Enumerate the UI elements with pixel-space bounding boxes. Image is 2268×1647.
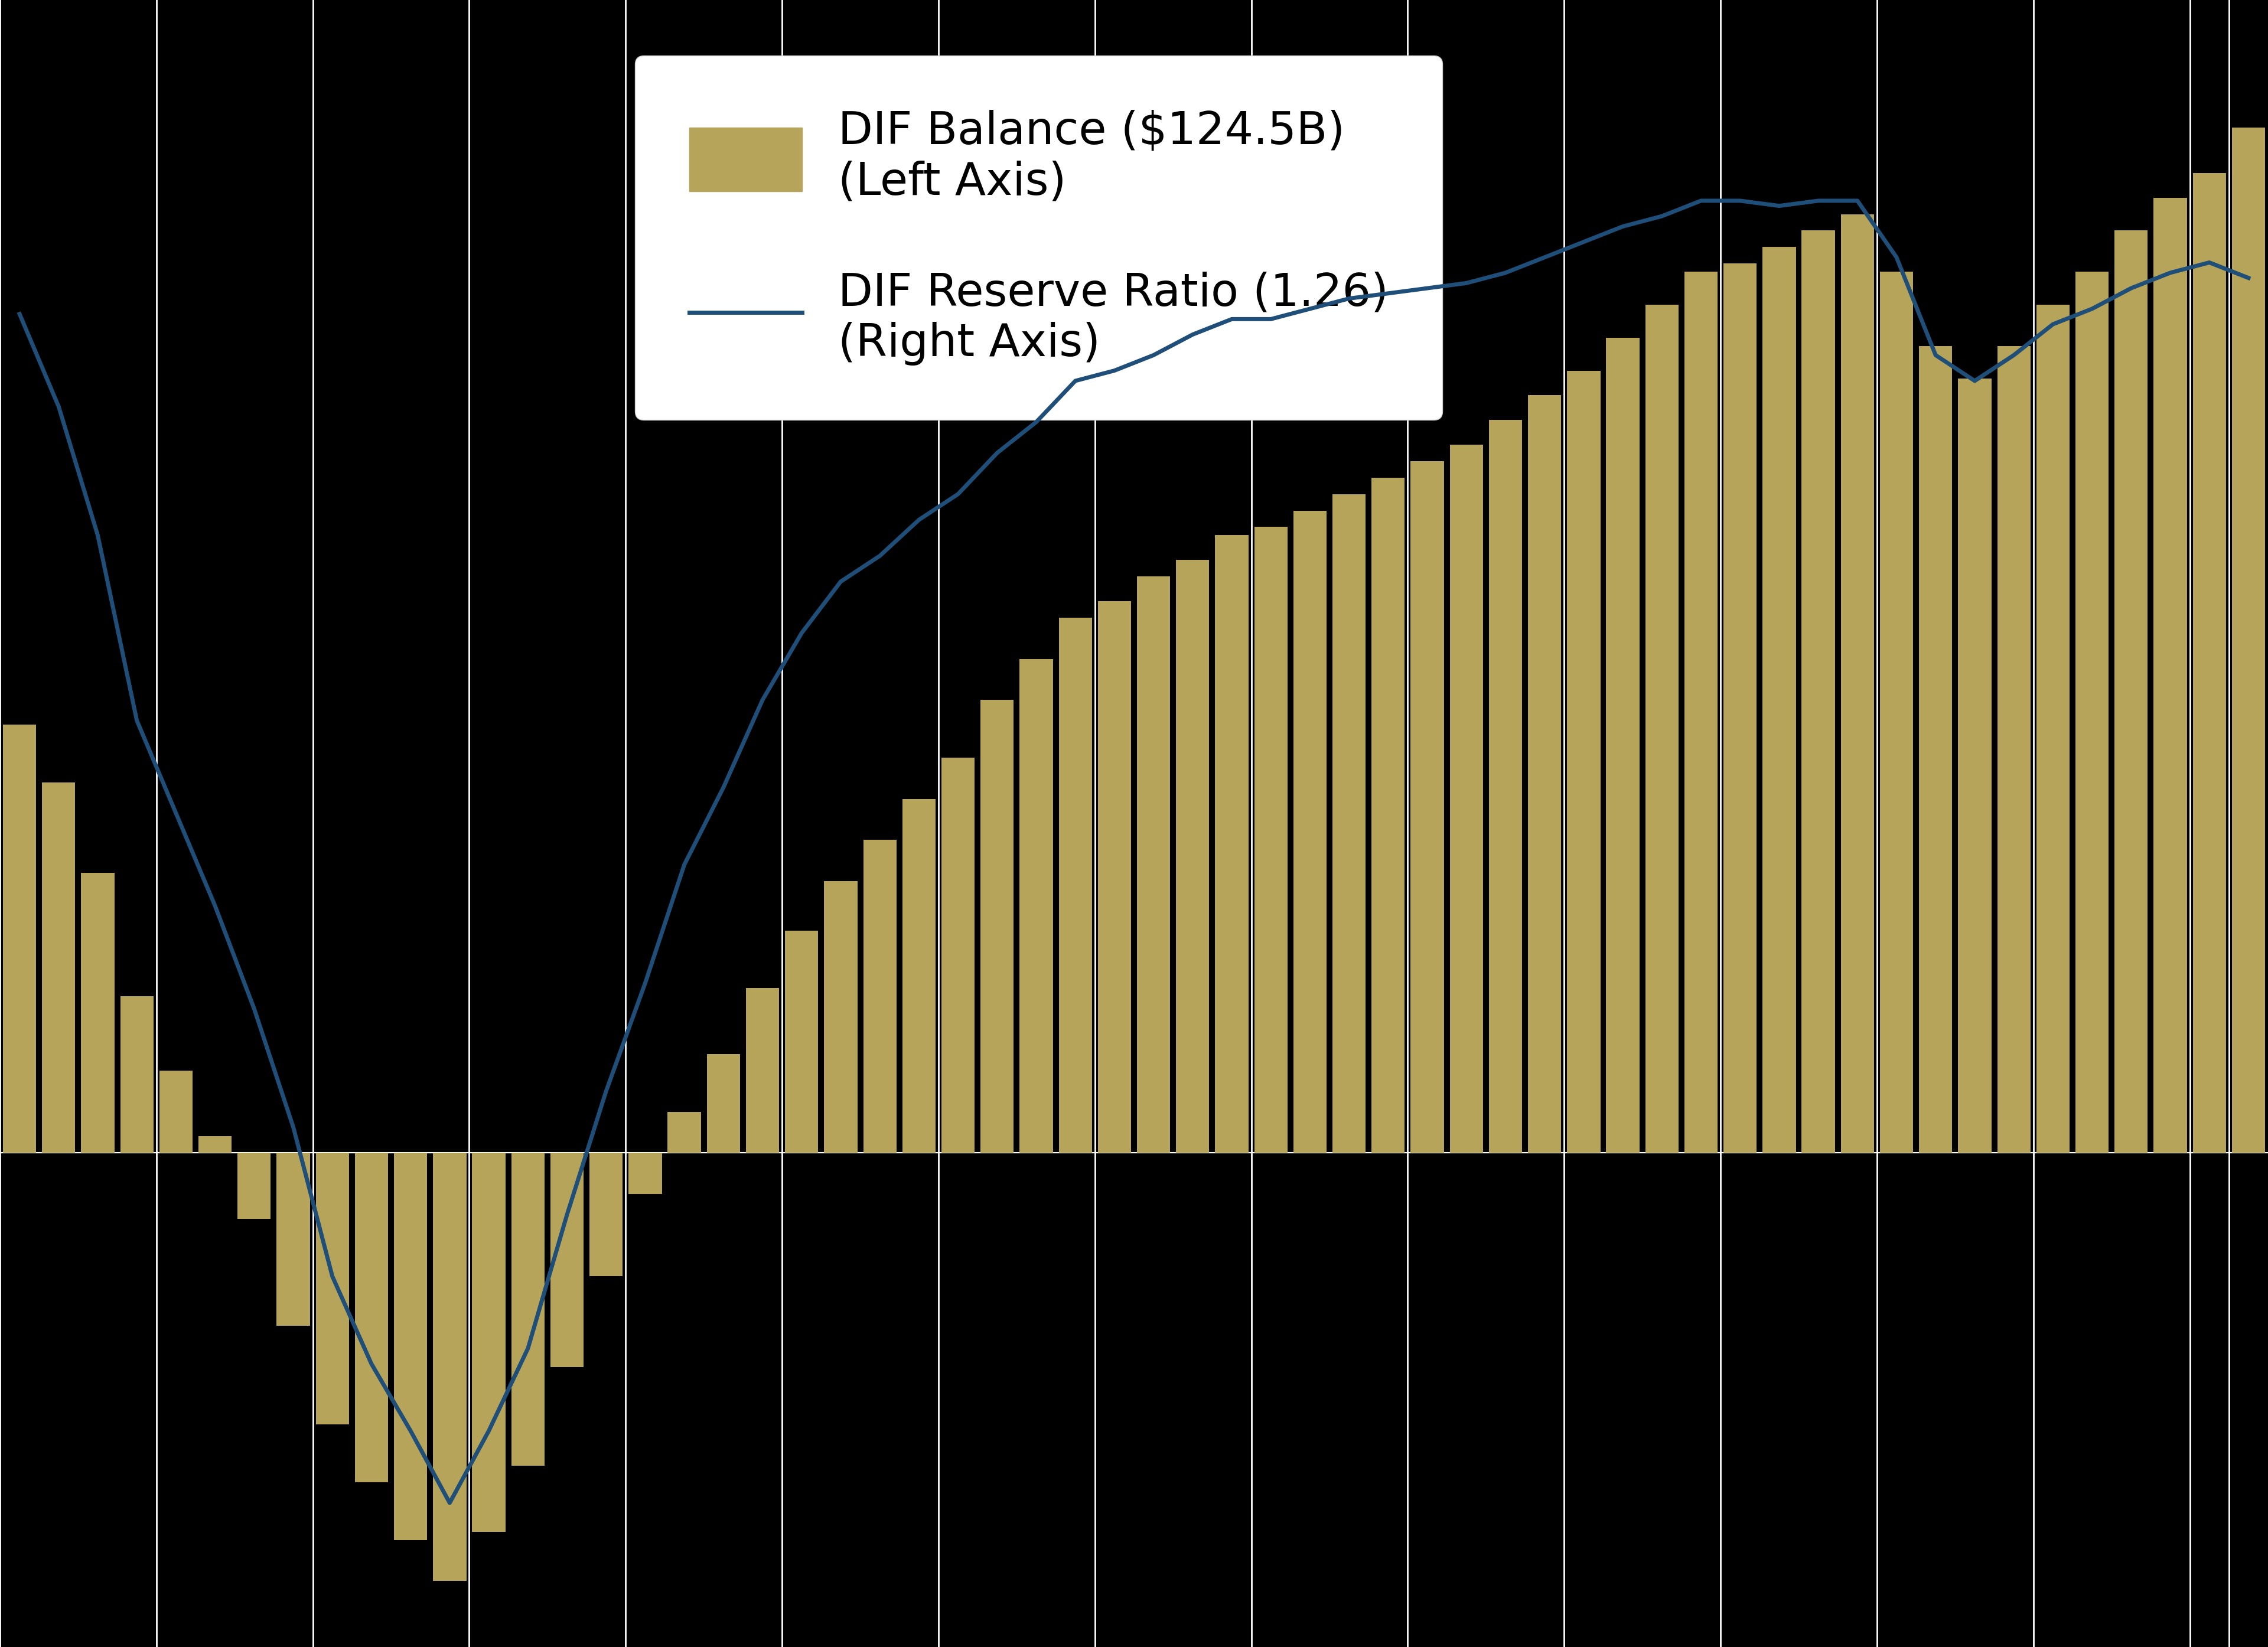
Bar: [941, 758, 975, 1153]
Bar: [159, 1071, 193, 1153]
Bar: [472, 1153, 506, 1532]
Bar: [120, 996, 154, 1153]
Bar: [667, 1112, 701, 1153]
Bar: [315, 1153, 349, 1425]
Bar: [433, 1153, 467, 1581]
Bar: [1644, 305, 1678, 1153]
Bar: [2037, 305, 2071, 1153]
Bar: [1842, 214, 1873, 1153]
Bar: [1372, 478, 1404, 1153]
Bar: [1449, 445, 1483, 1153]
Bar: [43, 782, 75, 1153]
Bar: [277, 1153, 311, 1326]
Bar: [1919, 346, 1953, 1153]
Bar: [1724, 264, 1758, 1153]
Bar: [864, 840, 896, 1153]
Bar: [82, 873, 113, 1153]
Bar: [200, 1136, 231, 1153]
Bar: [628, 1153, 662, 1194]
Bar: [1177, 560, 1209, 1153]
Bar: [590, 1153, 624, 1276]
Bar: [2, 725, 36, 1153]
Bar: [2114, 231, 2148, 1153]
Bar: [1293, 511, 1327, 1153]
Bar: [1098, 601, 1132, 1153]
Bar: [1254, 527, 1288, 1153]
Bar: [551, 1153, 583, 1367]
Bar: [980, 700, 1014, 1153]
Bar: [1880, 272, 1914, 1153]
Bar: [1021, 659, 1052, 1153]
Bar: [2075, 272, 2109, 1153]
Bar: [1529, 395, 1560, 1153]
Bar: [708, 1054, 739, 1153]
Bar: [1998, 346, 2030, 1153]
Bar: [1059, 618, 1091, 1153]
Bar: [510, 1153, 544, 1466]
Bar: [1957, 379, 1991, 1153]
Bar: [1216, 535, 1247, 1153]
Bar: [1606, 338, 1640, 1153]
Bar: [2193, 173, 2225, 1153]
Bar: [2155, 198, 2186, 1153]
Bar: [395, 1153, 426, 1540]
Bar: [823, 881, 857, 1153]
Bar: [746, 988, 780, 1153]
Bar: [354, 1153, 388, 1482]
Bar: [1762, 247, 1796, 1153]
Bar: [1685, 272, 1717, 1153]
Legend: DIF Balance ($124.5B)
(Left Axis), DIF Reserve Ratio (1.26)
(Right Axis): DIF Balance ($124.5B) (Left Axis), DIF R…: [635, 56, 1442, 420]
Bar: [238, 1153, 270, 1219]
Bar: [1488, 420, 1522, 1153]
Bar: [1136, 576, 1170, 1153]
Bar: [1411, 461, 1445, 1153]
Bar: [1334, 494, 1365, 1153]
Bar: [1567, 371, 1601, 1153]
Bar: [2232, 127, 2266, 1153]
Bar: [785, 931, 819, 1153]
Bar: [1801, 231, 1835, 1153]
Bar: [903, 799, 937, 1153]
